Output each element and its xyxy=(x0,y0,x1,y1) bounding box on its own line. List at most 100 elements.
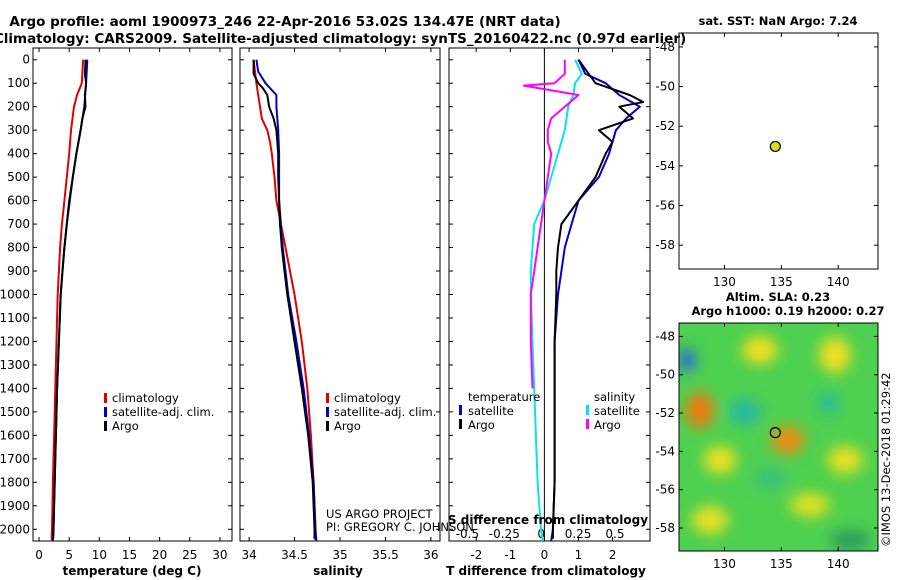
sla-map-panel: Altim. SLA: 0.23 Argo h1000: 0.19 h2000:… xyxy=(655,290,893,571)
map-y-tick-label: -58 xyxy=(655,238,675,252)
legend-label-satellite: satellite-adj. clim. xyxy=(334,405,436,419)
s-difference-xlabel: S difference from climatology xyxy=(448,513,648,527)
sla-anomaly-low xyxy=(754,468,786,488)
map-y-tick-label: -54 xyxy=(655,444,675,458)
sla-anomaly-mid xyxy=(819,337,851,373)
x-tick-label: 30 xyxy=(212,548,227,562)
sst-map-panel: sat. SST: NaN Argo: 7.24 130 135 140 -48 -50… xyxy=(655,14,879,289)
legend-swatch-s-satellite xyxy=(586,405,589,415)
map-x-tick-label: 135 xyxy=(770,275,793,289)
depth-tick-label: 900 xyxy=(7,264,30,278)
sla-anomaly-mid xyxy=(742,336,778,364)
depth-tick-label: 1500 xyxy=(0,405,30,419)
depth-tick-label: 500 xyxy=(7,170,30,184)
temperature-panel: 0 5 10 15 20 25 30 temperature (deg C) climato… xyxy=(32,47,233,578)
argo-position-marker xyxy=(769,426,781,439)
depth-tick-label: 1400 xyxy=(0,381,30,395)
sla-anomaly-mid xyxy=(790,493,830,517)
x-tick-label: -1 xyxy=(504,548,516,562)
legend-swatch-argo xyxy=(326,421,329,431)
imos-credit: ©IMOS 13-Dec-2018 01:29:42 xyxy=(879,372,893,547)
legend-label-argo: Argo xyxy=(334,419,361,433)
sla-map-points xyxy=(769,426,781,439)
x-tick-label: 2 xyxy=(609,548,617,562)
t-difference-xlabel: T difference from climatology xyxy=(446,564,646,578)
title-line-2: Climatology: CARS2009. Satellite-adjuste… xyxy=(0,31,686,47)
legend-label-s-argo: Argo xyxy=(594,418,621,432)
map-y-tick-label: -50 xyxy=(655,368,675,382)
depth-tick-label: 600 xyxy=(7,194,30,208)
depth-tick-label: 1800 xyxy=(0,475,30,489)
sst-map-title: sat. SST: NaN Argo: 7.24 xyxy=(698,14,857,28)
sst-map-ticks: 130 135 140 -48 -50 -52 -54 -56 -58 xyxy=(655,33,878,289)
map-x-tick-label: 140 xyxy=(827,275,850,289)
sla-anomaly-mid xyxy=(704,446,736,474)
depth-tick-label: 1100 xyxy=(0,311,30,325)
legend-label-climatology: climatology xyxy=(112,391,179,405)
series-line-argo xyxy=(252,59,316,539)
map-y-tick-label: -50 xyxy=(655,80,675,94)
temperature-series xyxy=(50,59,89,542)
x-tick-label: 35.5 xyxy=(372,548,399,562)
map-y-tick-label: -52 xyxy=(655,119,675,133)
x-tick-label: -2 xyxy=(470,548,482,562)
sla-map-title-2: Argo h1000: 0.19 h2000: 0.27 xyxy=(691,304,884,318)
argo-position-marker xyxy=(769,140,781,153)
legend-label-satellite: satellite-adj. clim. xyxy=(112,405,214,419)
sla-map-ticks: 130 135 140 -48 -50 -52 -54 -56 -58 xyxy=(655,323,878,571)
legend-label-climatology: climatology xyxy=(334,391,401,405)
depth-tick-label: 300 xyxy=(7,123,30,137)
difference-panel: -2 -1 0 1 2-0.5 -0.25 0 0.25 0.5 T difference fr… xyxy=(446,47,651,578)
map-y-tick-label: -54 xyxy=(655,159,675,173)
legend-swatch-t-satellite xyxy=(459,405,462,415)
temperature-axes-frame xyxy=(32,47,233,542)
sla-anomaly-low xyxy=(818,393,838,413)
legend-title-salinity: salinity xyxy=(594,390,635,404)
s-tick-label: 0.5 xyxy=(605,527,624,541)
salinity-panel: 34 34.5 35 35.5 36 salinity climatology sate… xyxy=(239,47,474,578)
series-line-satellite-adj-clim- xyxy=(255,59,318,542)
legend-swatch-argo xyxy=(104,421,107,431)
depth-tick-label: 1200 xyxy=(0,334,30,348)
map-y-tick-label: -52 xyxy=(655,406,675,420)
sla-anomaly-lowest xyxy=(679,348,695,372)
legend-swatch-t-argo xyxy=(459,419,462,429)
series-line-climatology xyxy=(252,59,317,541)
sla-anomaly-low xyxy=(729,400,761,424)
x-tick-label: 36 xyxy=(423,548,438,562)
x-tick-label: 20 xyxy=(152,548,167,562)
legend-swatch-satellite xyxy=(104,407,107,417)
map-x-tick-label: 130 xyxy=(713,557,736,571)
legend-title-temperature: temperature xyxy=(468,390,540,404)
difference-series xyxy=(522,59,645,542)
legend-swatch-climatology xyxy=(326,393,329,403)
map-y-tick-label: -56 xyxy=(655,483,675,497)
pi-credit: PI: GREGORY C. JOHNSON xyxy=(326,520,474,534)
x-tick-label: 5 xyxy=(65,548,73,562)
depth-tick-label: 1900 xyxy=(0,499,30,513)
legend-label-argo: Argo xyxy=(112,419,139,433)
depth-tick-label: 800 xyxy=(7,241,30,255)
difference-legend: temperature satellite Argo salinity sate… xyxy=(459,390,640,432)
sla-anomaly-mid xyxy=(827,446,863,474)
map-x-tick-label: 135 xyxy=(770,557,793,571)
x-tick-label: 1 xyxy=(575,548,583,562)
depth-tick-label: 2000 xyxy=(0,522,30,536)
sst-map-frame xyxy=(678,32,879,270)
legend-label-s-satellite: satellite xyxy=(594,404,640,418)
map-y-tick-label: -48 xyxy=(655,329,675,343)
depth-axis: 0 100 200 300 400 500 600 700 800 900 1000 1100 1200… xyxy=(0,53,30,537)
sla-anomaly-mid xyxy=(692,506,728,534)
map-y-tick-label: -48 xyxy=(655,40,675,54)
project-credit: US ARGO PROJECT xyxy=(326,507,434,521)
sla-map-title-1: Altim. SLA: 0.23 xyxy=(726,290,830,304)
x-tick-label: 10 xyxy=(92,548,107,562)
legend-label-t-argo: Argo xyxy=(468,418,495,432)
legend-swatch-satellite xyxy=(326,407,329,417)
sla-heatmap xyxy=(679,323,878,551)
x-tick-label: 25 xyxy=(182,548,197,562)
salinity-series xyxy=(252,59,318,542)
temperature-x-ticks: 0 5 10 15 20 25 30 xyxy=(33,48,232,562)
x-tick-label: 0 xyxy=(541,548,549,562)
